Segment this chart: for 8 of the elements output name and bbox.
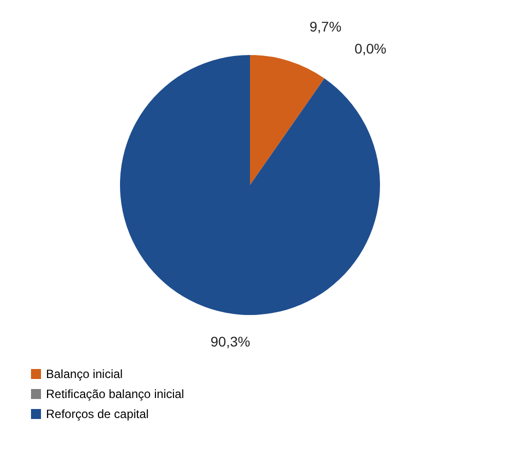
legend-label: Reforços de capital [46, 407, 149, 421]
data-label: 90,3% [210, 333, 250, 350]
pie-slice [250, 55, 324, 185]
text: 0,0% [354, 40, 386, 57]
pie-slice [120, 55, 380, 315]
legend-label: Retificação balanço inicial [46, 387, 184, 401]
legend-label: Balanço inicial [46, 367, 123, 381]
data-label: 9,7% [310, 18, 342, 35]
